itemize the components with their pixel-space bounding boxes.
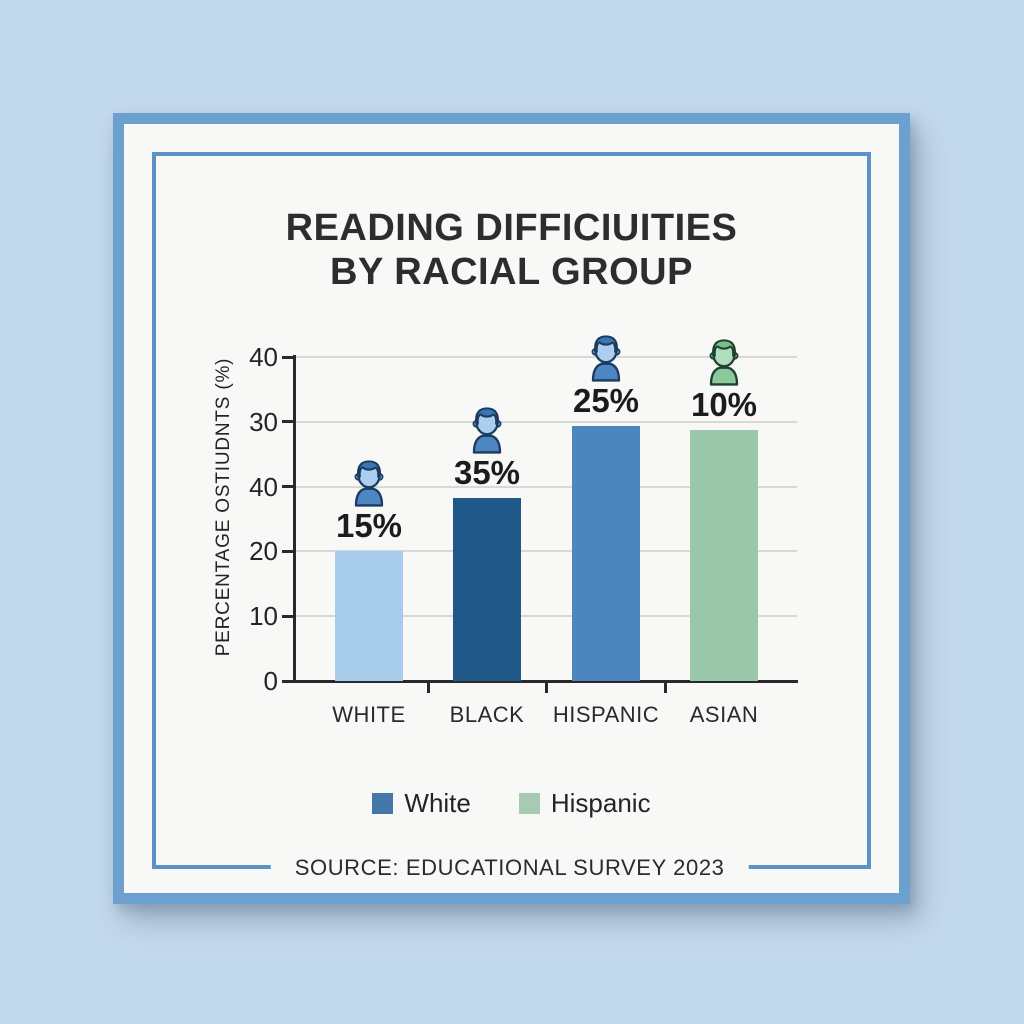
x-tick-mark (426, 682, 430, 693)
gridline (296, 420, 797, 423)
bar-value-label-hispanic: 25% (572, 381, 640, 419)
bar-value-label-black: 35% (453, 453, 521, 491)
y-axis-line (293, 355, 296, 683)
x-axis-label-white: WHITE (332, 702, 406, 727)
y-tick-label: 30 (249, 406, 278, 437)
legend-item-white: White (372, 788, 471, 819)
gridline (296, 550, 797, 553)
y-tick-label: 10 (249, 601, 278, 632)
y-tick-label: 40 (249, 342, 278, 372)
source-attribution: SOURCE: EDUCATIONAL SURVEY 2023 (270, 851, 749, 885)
bar-hispanic (572, 425, 640, 681)
person-icon-black (465, 404, 509, 454)
x-axis-label-black: BLACK (449, 702, 525, 727)
y-tick-label: 40 (249, 471, 278, 502)
person-icon-asian (702, 336, 746, 386)
y-tick-label: 20 (249, 536, 278, 567)
x-axis-line (293, 680, 798, 683)
gridline (296, 485, 797, 488)
legend-swatch-white (372, 793, 394, 814)
legend-swatch-hispanic (518, 793, 540, 814)
chart-title-line2: BY RACIAL GROUP (330, 251, 693, 293)
gridline (296, 356, 797, 358)
y-tick-mark (282, 614, 293, 618)
gridline (296, 615, 797, 618)
y-tick-mark (282, 355, 293, 359)
x-axis-label-asian: ASIAN (689, 702, 759, 727)
y-tick-mark (282, 679, 293, 683)
bar-value-label-asian: 10% (690, 385, 758, 423)
bar-value-label-white: 15% (335, 507, 403, 545)
x-axis-label-hispanic: HISPANIC (552, 702, 660, 727)
x-tick-mark (663, 682, 667, 693)
y-tick-mark (282, 420, 293, 424)
person-icon-white (347, 457, 391, 507)
person-icon-hispanic (584, 332, 628, 382)
y-tick-mark (282, 549, 293, 553)
legend-label-white: White (404, 788, 471, 818)
y-tick-label: 0 (263, 666, 278, 696)
x-tick-mark (545, 682, 548, 693)
chart-legend: White Hispanic (153, 788, 870, 819)
bar-black (453, 497, 521, 681)
chart-title: READING DIFFICIUITIES BY RACIAL GROUP (153, 206, 870, 294)
legend-item-hispanic: Hispanic (518, 788, 651, 819)
bar-asian (690, 429, 758, 681)
bar-white (335, 551, 403, 681)
y-tick-mark (282, 485, 293, 489)
legend-label-hispanic: Hispanic (550, 788, 651, 818)
chart-title-line1: READING DIFFICIUITIES (285, 207, 738, 249)
